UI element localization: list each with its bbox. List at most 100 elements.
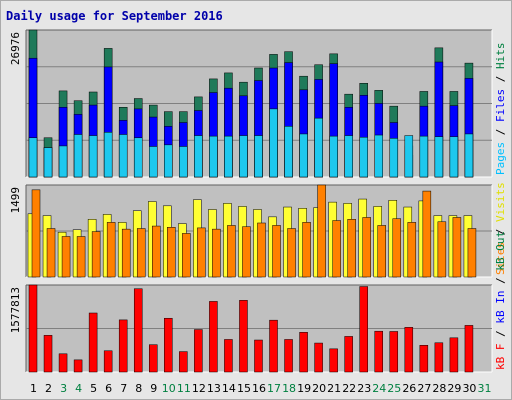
bar-visits-sites-day-3 [61, 236, 71, 278]
bar-visits-sites-day-10 [167, 227, 176, 278]
x-tick-label-day-20: 20 [312, 382, 326, 395]
legend-kbytes-part-2: kB In [494, 291, 507, 324]
bar-hits-pages-day-26 [404, 135, 414, 178]
bar-kbytes-kb-f-day-24 [374, 330, 383, 373]
x-tick-label-day-29: 29 [447, 382, 461, 395]
bar-visits-sites-day-11 [182, 233, 191, 278]
x-tick-label-day-31: 31 [477, 382, 491, 395]
bar-visits-sites-day-9 [152, 225, 161, 278]
bar-hits-pages-day-12 [194, 135, 203, 178]
x-tick-label-day-16: 16 [252, 382, 266, 395]
bar-kbytes-kb-f-day-14 [224, 339, 233, 373]
bar-visits-sites-day-20 [317, 184, 326, 278]
x-tick-label-day-9: 9 [150, 382, 157, 395]
bar-kbytes-kb-f-day-10 [164, 317, 173, 373]
bar-hits-pages-day-8 [133, 137, 143, 178]
bar-hits-pages-day-2 [43, 147, 53, 178]
bar-visits-sites-day-18 [287, 228, 296, 278]
bar-visits-sites-day-19 [302, 222, 311, 278]
x-tick-label-day-18: 18 [282, 382, 296, 395]
x-tick-label-day-12: 12 [192, 382, 206, 395]
legend-visits-part-0: Sites [494, 242, 507, 275]
x-tick-label-day-10: 10 [162, 382, 176, 395]
x-tick-label-day-7: 7 [120, 382, 127, 395]
bar-visits-sites-day-16 [257, 222, 266, 278]
bar-kbytes-kb-f-day-29 [449, 337, 459, 373]
bar-visits-sites-day-13 [212, 228, 221, 278]
legend-hits-part-2: Files [494, 89, 507, 122]
bar-hits-pages-day-3 [58, 145, 68, 178]
bar-hits-pages-day-19 [299, 133, 308, 178]
legend-visits-part-1: / [494, 222, 507, 242]
bar-kbytes-kb-f-day-13 [209, 301, 218, 373]
x-tick-label-day-21: 21 [327, 382, 341, 395]
bar-hits-pages-day-24 [374, 134, 383, 178]
bar-kbytes-kb-f-day-16 [254, 339, 263, 373]
panel-kbytes-legend-label: kB F / kB In / kB Out [494, 231, 507, 370]
bar-visits-sites-day-27 [422, 190, 432, 278]
bar-kbytes-kb-f-day-5 [88, 312, 98, 373]
bar-kbytes-kb-f-day-17 [269, 319, 278, 373]
bar-visits-sites-day-15 [242, 226, 251, 278]
legend-hits-part-1: / [494, 122, 507, 142]
legend-kbytes-part-3: / [494, 271, 507, 291]
bar-hits-pages-day-7 [118, 134, 128, 178]
bar-hits-pages-day-23 [359, 136, 368, 178]
x-tick-label-day-24: 24 [372, 382, 386, 395]
bar-visits-sites-day-17 [272, 225, 281, 278]
bar-kbytes-kb-f-day-21 [329, 348, 338, 373]
x-tick-label-day-3: 3 [60, 382, 67, 395]
bar-hits-pages-day-22 [344, 135, 353, 178]
x-tick-label-day-6: 6 [105, 382, 112, 395]
bar-hits-pages-day-15 [239, 135, 248, 178]
bar-hits-pages-day-9 [149, 146, 158, 178]
bar-visits-sites-day-24 [377, 225, 386, 278]
bar-kbytes-kb-f-day-1 [28, 284, 38, 373]
bar-kbytes-kb-f-day-15 [239, 300, 248, 373]
x-tick-label-day-23: 23 [357, 382, 371, 395]
bar-visits-sites-day-26 [407, 222, 417, 278]
bar-kbytes-kb-f-day-23 [359, 286, 368, 373]
x-tick-label-day-11: 11 [177, 382, 191, 395]
bar-hits-pages-day-10 [164, 144, 173, 178]
panel-hits-legend-label: Pages / Files / Hits [494, 43, 507, 176]
bar-visits-sites-day-4 [76, 236, 86, 278]
bar-kbytes-kb-f-day-12 [194, 329, 203, 373]
bar-kbytes-kb-f-day-2 [43, 335, 53, 373]
x-tick-label-day-13: 13 [207, 382, 221, 395]
bar-kbytes-kb-f-day-20 [314, 342, 323, 373]
x-tick-label-day-25: 25 [387, 382, 401, 395]
bar-visits-sites-day-6 [106, 222, 116, 278]
legend-hits-part-3: / [494, 69, 507, 89]
bar-kbytes-kb-f-day-28 [434, 342, 444, 373]
bar-hits-pages-day-29 [449, 136, 459, 178]
bar-kbytes-kb-f-day-30 [464, 325, 474, 373]
bar-visits-sites-day-14 [227, 225, 236, 278]
bar-hits-pages-day-16 [254, 135, 263, 178]
bar-hits-pages-day-4 [73, 134, 83, 178]
bar-hits-pages-day-6 [103, 132, 113, 178]
x-tick-label-day-22: 22 [342, 382, 356, 395]
x-tick-label-day-4: 4 [75, 382, 82, 395]
bar-hits-pages-day-27 [419, 135, 429, 178]
bar-hits-pages-day-1 [28, 137, 38, 178]
panel-visits-legend-label: Sites / Visits [494, 182, 507, 275]
x-tick-label-day-19: 19 [297, 382, 311, 395]
bar-hits-pages-day-20 [314, 117, 323, 178]
bar-visits-sites-day-8 [136, 228, 146, 278]
bar-hits-pages-day-21 [329, 135, 338, 178]
bar-visits-sites-day-28 [437, 221, 447, 278]
bar-kbytes-kb-f-day-8 [133, 288, 143, 373]
bar-visits-sites-day-2 [46, 228, 56, 278]
bar-hits-pages-day-17 [269, 108, 278, 178]
bar-visits-sites-day-22 [347, 219, 356, 278]
bar-hits-pages-day-25 [389, 138, 399, 178]
bar-hits-pages-day-11 [179, 146, 188, 178]
x-tick-label-day-17: 17 [267, 382, 281, 395]
bar-visits-sites-day-12 [197, 227, 206, 278]
legend-kbytes-part-4: kB Out [494, 231, 507, 271]
bar-hits-pages-day-28 [434, 136, 444, 178]
bar-kbytes-kb-f-day-22 [344, 336, 353, 373]
bar-kbytes-kb-f-day-25 [389, 331, 399, 373]
